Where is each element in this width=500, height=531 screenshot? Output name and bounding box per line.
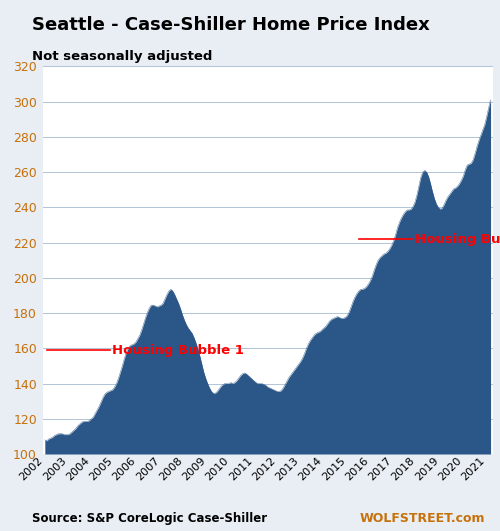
Text: Housing Bubble 1: Housing Bubble 1 [112, 344, 244, 356]
Text: WOLFSTREET.com: WOLFSTREET.com [360, 512, 485, 525]
Text: Housing Bubble 2: Housing Bubble 2 [414, 233, 500, 245]
Text: Not seasonally adjusted: Not seasonally adjusted [32, 50, 213, 63]
Text: Source: S&P CoreLogic Case-Shiller: Source: S&P CoreLogic Case-Shiller [32, 512, 268, 525]
Text: Seattle - Case-Shiller Home Price Index: Seattle - Case-Shiller Home Price Index [32, 16, 430, 34]
